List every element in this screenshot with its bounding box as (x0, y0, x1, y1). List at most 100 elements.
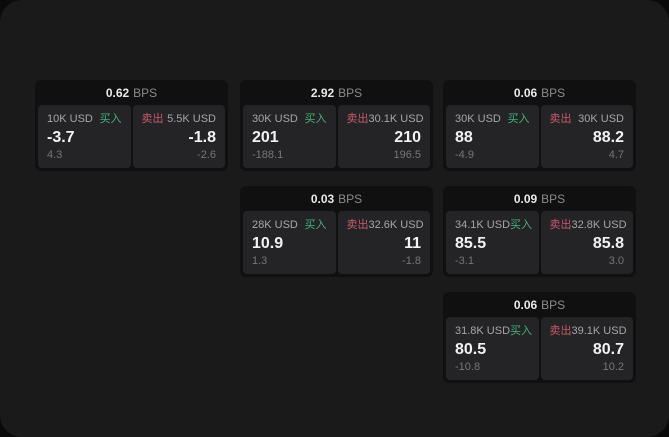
sell-top-row: 卖出 32.6K USD (346, 219, 424, 232)
buy-amount: 31.8K USD (455, 325, 511, 337)
sell-label: 卖出 (549, 325, 572, 337)
bps-value: 0.06 (513, 85, 538, 100)
buy-top-row: 34.1K USD 买入 (455, 219, 533, 232)
sell-delta: -2.6 (197, 149, 216, 161)
buy-label: 买入 (304, 219, 327, 231)
sell-top-row: 卖出 39.1K USD (549, 325, 627, 338)
buy-panel[interactable]: 31.8K USD 买入 80.5 -10.8 (446, 317, 539, 380)
quote-card: 0.03 BPS 28K USD 买入 10.9 1.3 卖出 32.6K US… (240, 186, 433, 277)
buy-top-row: 30K USD 买入 (252, 113, 327, 126)
sell-panel[interactable]: 卖出 30.1K USD 210 196.5 (337, 105, 430, 168)
sell-amount: 32.6K USD (368, 219, 424, 231)
bps-value: 0.62 (105, 85, 130, 100)
buy-amount: 30K USD (455, 113, 501, 125)
buy-label: 买入 (510, 219, 533, 231)
buy-top-row: 28K USD 买入 (252, 219, 327, 232)
buy-price: 201 (252, 128, 279, 146)
sell-amount: 32.8K USD (571, 219, 627, 231)
sell-top-row: 卖出 32.8K USD (549, 219, 627, 232)
sell-label: 卖出 (346, 113, 369, 125)
quote-panels: 10K USD 买入 -3.7 4.3 卖出 5.5K USD -1.8 -2.… (35, 105, 228, 171)
bps-header: 0.62 BPS (35, 80, 228, 105)
sell-panel[interactable]: 卖出 30K USD 88.2 4.7 (540, 105, 633, 168)
sell-label: 卖出 (549, 219, 572, 231)
sell-top-row: 卖出 5.5K USD (142, 113, 217, 126)
bps-header: 2.92 BPS (240, 80, 433, 105)
buy-panel[interactable]: 10K USD 买入 -3.7 4.3 (38, 105, 131, 168)
bps-value: 0.09 (513, 191, 538, 206)
bps-value: 0.03 (310, 191, 335, 206)
buy-panel[interactable]: 30K USD 买入 88 -4.9 (446, 105, 539, 168)
buy-amount: 28K USD (252, 219, 298, 231)
buy-delta: -10.8 (455, 361, 481, 373)
bps-unit-label: BPS (541, 297, 566, 312)
sell-panel[interactable]: 卖出 39.1K USD 80.7 10.2 (540, 317, 633, 380)
quote-panels: 30K USD 买入 88 -4.9 卖出 30K USD 88.2 4.7 (443, 105, 636, 171)
sell-delta: 4.7 (608, 149, 624, 161)
buy-delta: 4.3 (47, 149, 63, 161)
buy-top-row: 31.8K USD 买入 (455, 325, 533, 338)
sell-panel[interactable]: 卖出 32.8K USD 85.8 3.0 (540, 211, 633, 274)
buy-amount: 30K USD (252, 113, 298, 125)
quote-panels: 30K USD 买入 201 -188.1 卖出 30.1K USD 210 1… (240, 105, 433, 171)
buy-price: 85.5 (455, 234, 487, 252)
buy-delta: -3.1 (455, 255, 474, 267)
buy-panel[interactable]: 30K USD 买入 201 -188.1 (243, 105, 336, 168)
buy-amount: 34.1K USD (455, 219, 511, 231)
sell-amount: 5.5K USD (167, 113, 216, 125)
sell-delta: 196.5 (393, 149, 421, 161)
sell-price: 210 (394, 128, 421, 146)
bps-value: 2.92 (310, 85, 335, 100)
buy-price: 10.9 (252, 234, 284, 252)
sell-amount: 30.1K USD (368, 113, 424, 125)
buy-label: 买入 (510, 325, 533, 337)
buy-top-row: 30K USD 买入 (455, 113, 530, 126)
bps-unit-label: BPS (541, 191, 566, 206)
buy-delta: -188.1 (252, 149, 284, 161)
quote-card: 0.09 BPS 34.1K USD 买入 85.5 -3.1 卖出 32.8K… (443, 186, 636, 277)
sell-delta: 10.2 (602, 361, 624, 373)
sell-panel[interactable]: 卖出 32.6K USD 11 -1.8 (337, 211, 430, 274)
quote-card: 2.92 BPS 30K USD 买入 201 -188.1 卖出 30.1K … (240, 80, 433, 171)
buy-label: 买入 (304, 113, 327, 125)
sell-price: 80.7 (592, 340, 624, 358)
sell-label: 卖出 (549, 113, 572, 125)
buy-price: -3.7 (47, 128, 75, 146)
sell-price: 11 (404, 234, 421, 252)
quote-card: 0.06 BPS 30K USD 买入 88 -4.9 卖出 30K USD 8… (443, 80, 636, 171)
buy-price: 80.5 (455, 340, 487, 358)
sell-delta: 3.0 (608, 255, 624, 267)
bps-header: 0.06 BPS (443, 292, 636, 317)
quote-panels: 31.8K USD 买入 80.5 -10.8 卖出 39.1K USD 80.… (443, 317, 636, 383)
buy-price: 88 (455, 128, 473, 146)
buy-top-row: 10K USD 买入 (47, 113, 122, 126)
quote-card: 0.06 BPS 31.8K USD 买入 80.5 -10.8 卖出 39.1… (443, 292, 636, 383)
sell-delta: -1.8 (402, 255, 421, 267)
sell-label: 卖出 (141, 113, 164, 125)
sell-label: 卖出 (346, 219, 369, 231)
bps-header: 0.03 BPS (240, 186, 433, 211)
sell-price: -1.8 (188, 128, 216, 146)
buy-label: 买入 (99, 113, 122, 125)
buy-panel[interactable]: 34.1K USD 买入 85.5 -3.1 (446, 211, 539, 274)
buy-amount: 10K USD (47, 113, 93, 125)
quote-card: 0.62 BPS 10K USD 买入 -3.7 4.3 卖出 5.5K USD… (35, 80, 228, 171)
sell-top-row: 卖出 30.1K USD (346, 113, 424, 126)
bps-unit-label: BPS (133, 85, 158, 100)
buy-panel[interactable]: 28K USD 买入 10.9 1.3 (243, 211, 336, 274)
sell-price: 88.2 (592, 128, 624, 146)
sell-panel[interactable]: 卖出 5.5K USD -1.8 -2.6 (132, 105, 225, 168)
sell-top-row: 卖出 30K USD (550, 113, 625, 126)
sell-amount: 39.1K USD (571, 325, 627, 337)
buy-delta: -4.9 (455, 149, 474, 161)
quote-panels: 28K USD 买入 10.9 1.3 卖出 32.6K USD 11 -1.8 (240, 211, 433, 277)
sell-amount: 30K USD (578, 113, 624, 125)
bps-value: 0.06 (513, 297, 538, 312)
sell-price: 85.8 (592, 234, 624, 252)
bps-header: 0.06 BPS (443, 80, 636, 105)
bps-unit-label: BPS (338, 191, 363, 206)
quote-panels: 34.1K USD 买入 85.5 -3.1 卖出 32.8K USD 85.8… (443, 211, 636, 277)
bps-header: 0.09 BPS (443, 186, 636, 211)
buy-delta: 1.3 (252, 255, 268, 267)
